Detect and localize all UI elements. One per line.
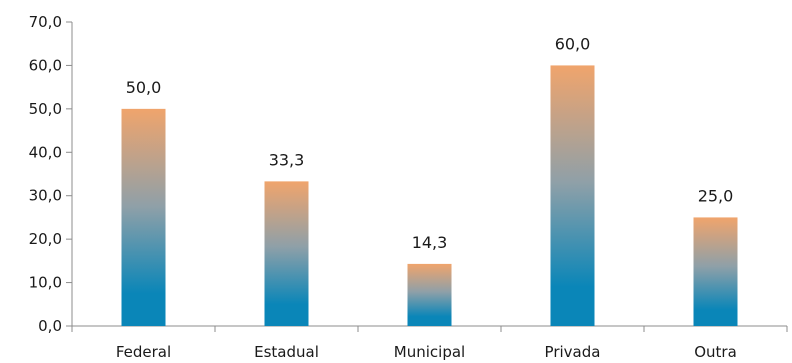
- y-tick-label: 60,0: [29, 56, 62, 74]
- bar-outra: [693, 217, 738, 326]
- category-label: Privada: [545, 343, 601, 361]
- value-label: 60,0: [555, 34, 591, 53]
- bar-federal: [121, 108, 166, 326]
- y-tick-label: 40,0: [29, 143, 62, 161]
- y-tick-label: 70,0: [29, 13, 62, 31]
- y-tick-label: 20,0: [29, 230, 62, 248]
- bar-privada: [550, 65, 595, 326]
- y-tick-label: 10,0: [29, 274, 62, 292]
- value-label: 25,0: [698, 186, 734, 205]
- value-label: 33,3: [269, 150, 305, 169]
- category-label: Outra: [694, 343, 737, 361]
- y-tick-label: 50,0: [29, 100, 62, 118]
- y-tick-label: 30,0: [29, 187, 62, 205]
- value-label: 14,3: [412, 233, 448, 252]
- bar-estadual: [264, 181, 309, 326]
- bar-municipal: [407, 263, 452, 326]
- category-label: Municipal: [394, 343, 465, 361]
- y-tick-label: 0,0: [38, 317, 62, 335]
- category-label: Estadual: [254, 343, 319, 361]
- bars: [121, 65, 738, 326]
- value-label: 50,0: [126, 78, 162, 97]
- axes: 0,0 10,0 20,0 30,0 40,0 50,0 60,0 70,0: [29, 13, 788, 335]
- labels: 50,0 Federal 33,3 Estadual 14,3 Municipal 60,0…: [116, 34, 737, 361]
- category-label: Federal: [116, 343, 171, 361]
